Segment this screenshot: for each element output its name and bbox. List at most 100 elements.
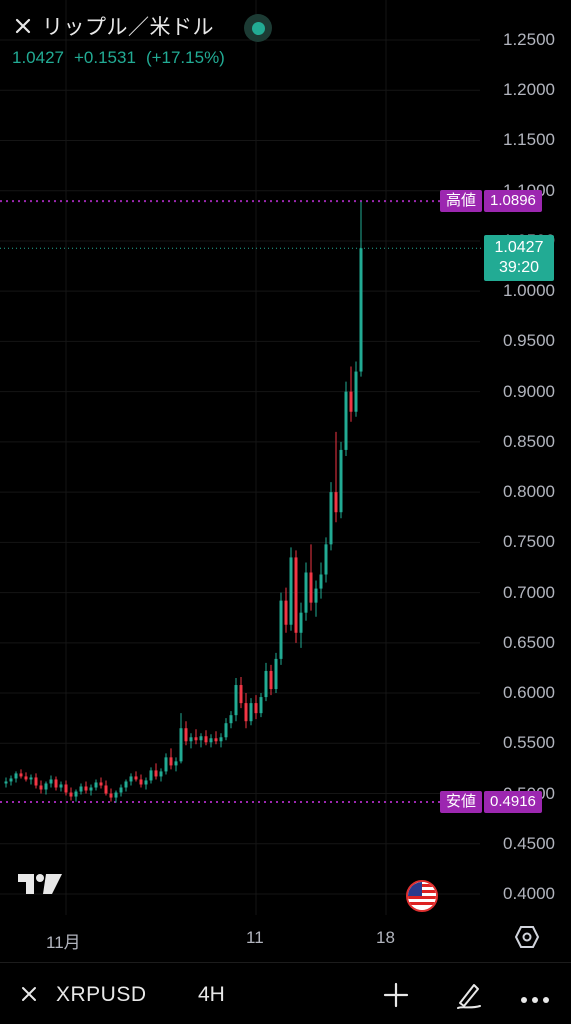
candle-body	[234, 685, 238, 716]
candle-body	[94, 782, 98, 788]
candle-body	[84, 786, 88, 791]
status-dot-icon	[244, 14, 272, 42]
candle-body	[339, 449, 343, 513]
candle-body	[14, 773, 18, 779]
candle-body	[344, 391, 348, 450]
price-axis-label: 0.6500	[503, 632, 555, 652]
candle-body	[69, 792, 73, 797]
candle-body	[329, 492, 333, 545]
time-label-18: 18	[376, 928, 395, 947]
time-label-nov: 11月	[46, 933, 81, 952]
candle-body	[294, 557, 298, 633]
candle-body	[214, 738, 218, 742]
bottom-toolbar: XRPUSD 4H	[0, 962, 571, 1024]
candle-body	[309, 572, 313, 603]
current-price: 1.0427	[494, 239, 544, 256]
candle-body	[34, 777, 38, 786]
chart-header: リップル／米ドル 1.0427 +0.1531 (+17.15%)	[0, 0, 480, 80]
candle-body	[199, 736, 203, 741]
candle-body	[189, 737, 193, 742]
candle-body	[274, 658, 278, 690]
candle-body	[244, 703, 248, 722]
candle-body	[299, 612, 303, 633]
candle-body	[134, 776, 138, 780]
price-axis-label: 0.7000	[503, 582, 555, 602]
low-marker: 安値 0.4916	[440, 791, 542, 813]
candle-body	[114, 792, 118, 798]
time-label-11: 11	[246, 928, 264, 947]
price-axis-label: 0.9000	[503, 381, 555, 401]
price-axis-label: 0.4500	[503, 833, 555, 853]
candle-body	[254, 703, 258, 714]
candle-body	[109, 793, 113, 798]
candle-body	[44, 783, 48, 790]
last-price: 1.0427	[12, 48, 64, 67]
high-marker: 高値 1.0896	[440, 190, 542, 212]
candle-body	[54, 779, 58, 788]
title-row: リップル／米ドル	[12, 12, 214, 40]
quote-row: 1.0427 +0.1531 (+17.15%)	[12, 48, 225, 68]
candle-body	[239, 685, 243, 704]
more-dots-icon[interactable]	[520, 991, 550, 1003]
close-icon[interactable]	[12, 15, 34, 37]
symbol-title: リップル／米ドル	[42, 16, 214, 39]
candle-body	[39, 785, 43, 790]
draw-brush-icon[interactable]	[452, 979, 484, 1011]
candle-body	[349, 391, 353, 412]
candle-body	[119, 787, 123, 793]
candle-body	[79, 786, 83, 792]
price-axis-label: 1.1500	[503, 130, 555, 150]
current-price-tag: 1.0427 39:20	[484, 235, 554, 281]
price-axis-label: 0.5500	[503, 733, 555, 753]
candle-body	[269, 670, 273, 690]
price-change: +0.1531	[74, 48, 136, 67]
candle-body	[74, 791, 78, 797]
candle-body	[284, 600, 288, 625]
price-axis-label: 0.8000	[503, 482, 555, 502]
candle-body	[129, 776, 133, 782]
candle-body	[99, 782, 103, 786]
price-axis-label: 0.6000	[503, 683, 555, 703]
candle-body	[229, 715, 233, 724]
price-axis-label: 0.7500	[503, 532, 555, 552]
candle-body	[154, 770, 158, 777]
candle-body	[319, 574, 323, 589]
price-axis-label: 0.8500	[503, 431, 555, 451]
candle-body	[194, 737, 198, 741]
candle-body	[139, 779, 143, 785]
us-flag-icon[interactable]	[406, 880, 438, 912]
candle-body	[164, 757, 168, 772]
candle-body	[209, 738, 213, 743]
candle-body	[359, 248, 363, 372]
tradingview-logo-icon[interactable]	[16, 870, 64, 898]
price-axis-label: 1.2500	[503, 30, 555, 49]
candle-body	[289, 557, 293, 625]
candle-body	[89, 787, 93, 791]
settings-hex-icon[interactable]	[514, 924, 540, 950]
plus-icon[interactable]	[382, 981, 410, 1009]
price-chart[interactable]	[0, 0, 571, 960]
price-change-pct: (+17.15%)	[145, 48, 225, 67]
candle-body	[324, 544, 328, 575]
chart-area[interactable]	[0, 0, 571, 960]
high-value: 1.0896	[484, 190, 542, 212]
candle-body	[279, 600, 283, 659]
candle-body	[49, 779, 53, 784]
candle-body	[149, 770, 153, 781]
candle-body	[64, 784, 68, 793]
high-label: 高値	[440, 190, 483, 212]
interval-selector[interactable]: 4H	[198, 983, 225, 1006]
symbol-selector[interactable]: XRPUSD	[56, 983, 147, 1006]
price-axis-label: 0.9500	[503, 331, 555, 351]
price-axis-label: 1.2000	[503, 80, 555, 100]
close-icon[interactable]	[18, 983, 40, 1005]
candle-body	[19, 773, 23, 777]
candle-body	[169, 757, 173, 766]
candle-body	[204, 736, 208, 743]
price-axis-label: 0.4000	[503, 884, 555, 903]
candle-body	[104, 785, 108, 794]
candle-body	[219, 737, 223, 742]
candle-body	[224, 723, 228, 738]
candle-body	[249, 703, 253, 722]
candle-body	[124, 781, 128, 788]
